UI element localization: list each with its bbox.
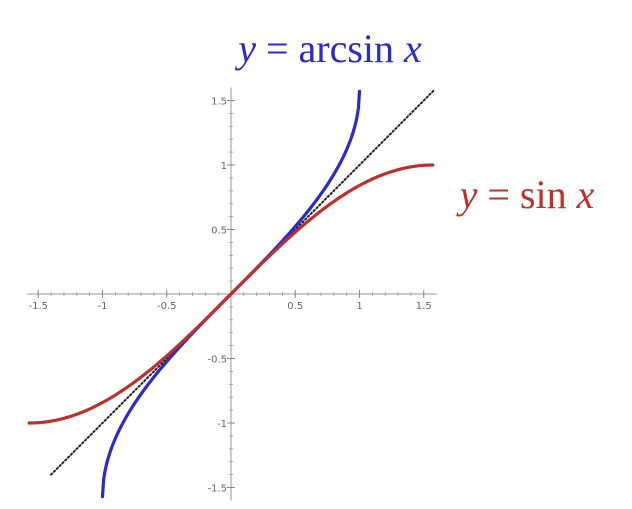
x-tick-label: -1.5 (28, 301, 48, 312)
y-tick-label: -1 (217, 419, 227, 430)
x-tick-label: 1 (356, 301, 362, 312)
arcsin-label: y = arcsin x (234, 26, 422, 71)
curve-labels: y = arcsin x y = sin x (234, 26, 594, 217)
sin-curve (27, 163, 435, 425)
y-tick-label: 1 (221, 161, 227, 172)
x-tick-label: -1 (98, 301, 108, 312)
y-tick-label: -1.5 (207, 484, 227, 495)
y-axis-ticks: 1.5 1 0.5 -0.5 -1 -1.5 (207, 97, 235, 495)
x-tick-label: 1.5 (416, 301, 432, 312)
plot-curves (27, 89, 436, 499)
sin-label: y = sin x (456, 172, 595, 217)
x-tick-label: -0.5 (157, 301, 177, 312)
x-tick-label: 0.5 (287, 301, 303, 312)
y-tick-label: 1.5 (211, 97, 227, 108)
y-tick-label: -0.5 (207, 355, 227, 366)
plot-axes: -1.5 -1 -0.5 0.5 1 1.5 1.5 1 0.5 -0.5 -1 -1.5 (27, 87, 437, 501)
x-axis-ticks: -1.5 -1 -0.5 0.5 1 1.5 (28, 290, 432, 312)
y-tick-label: 0.5 (211, 226, 227, 237)
